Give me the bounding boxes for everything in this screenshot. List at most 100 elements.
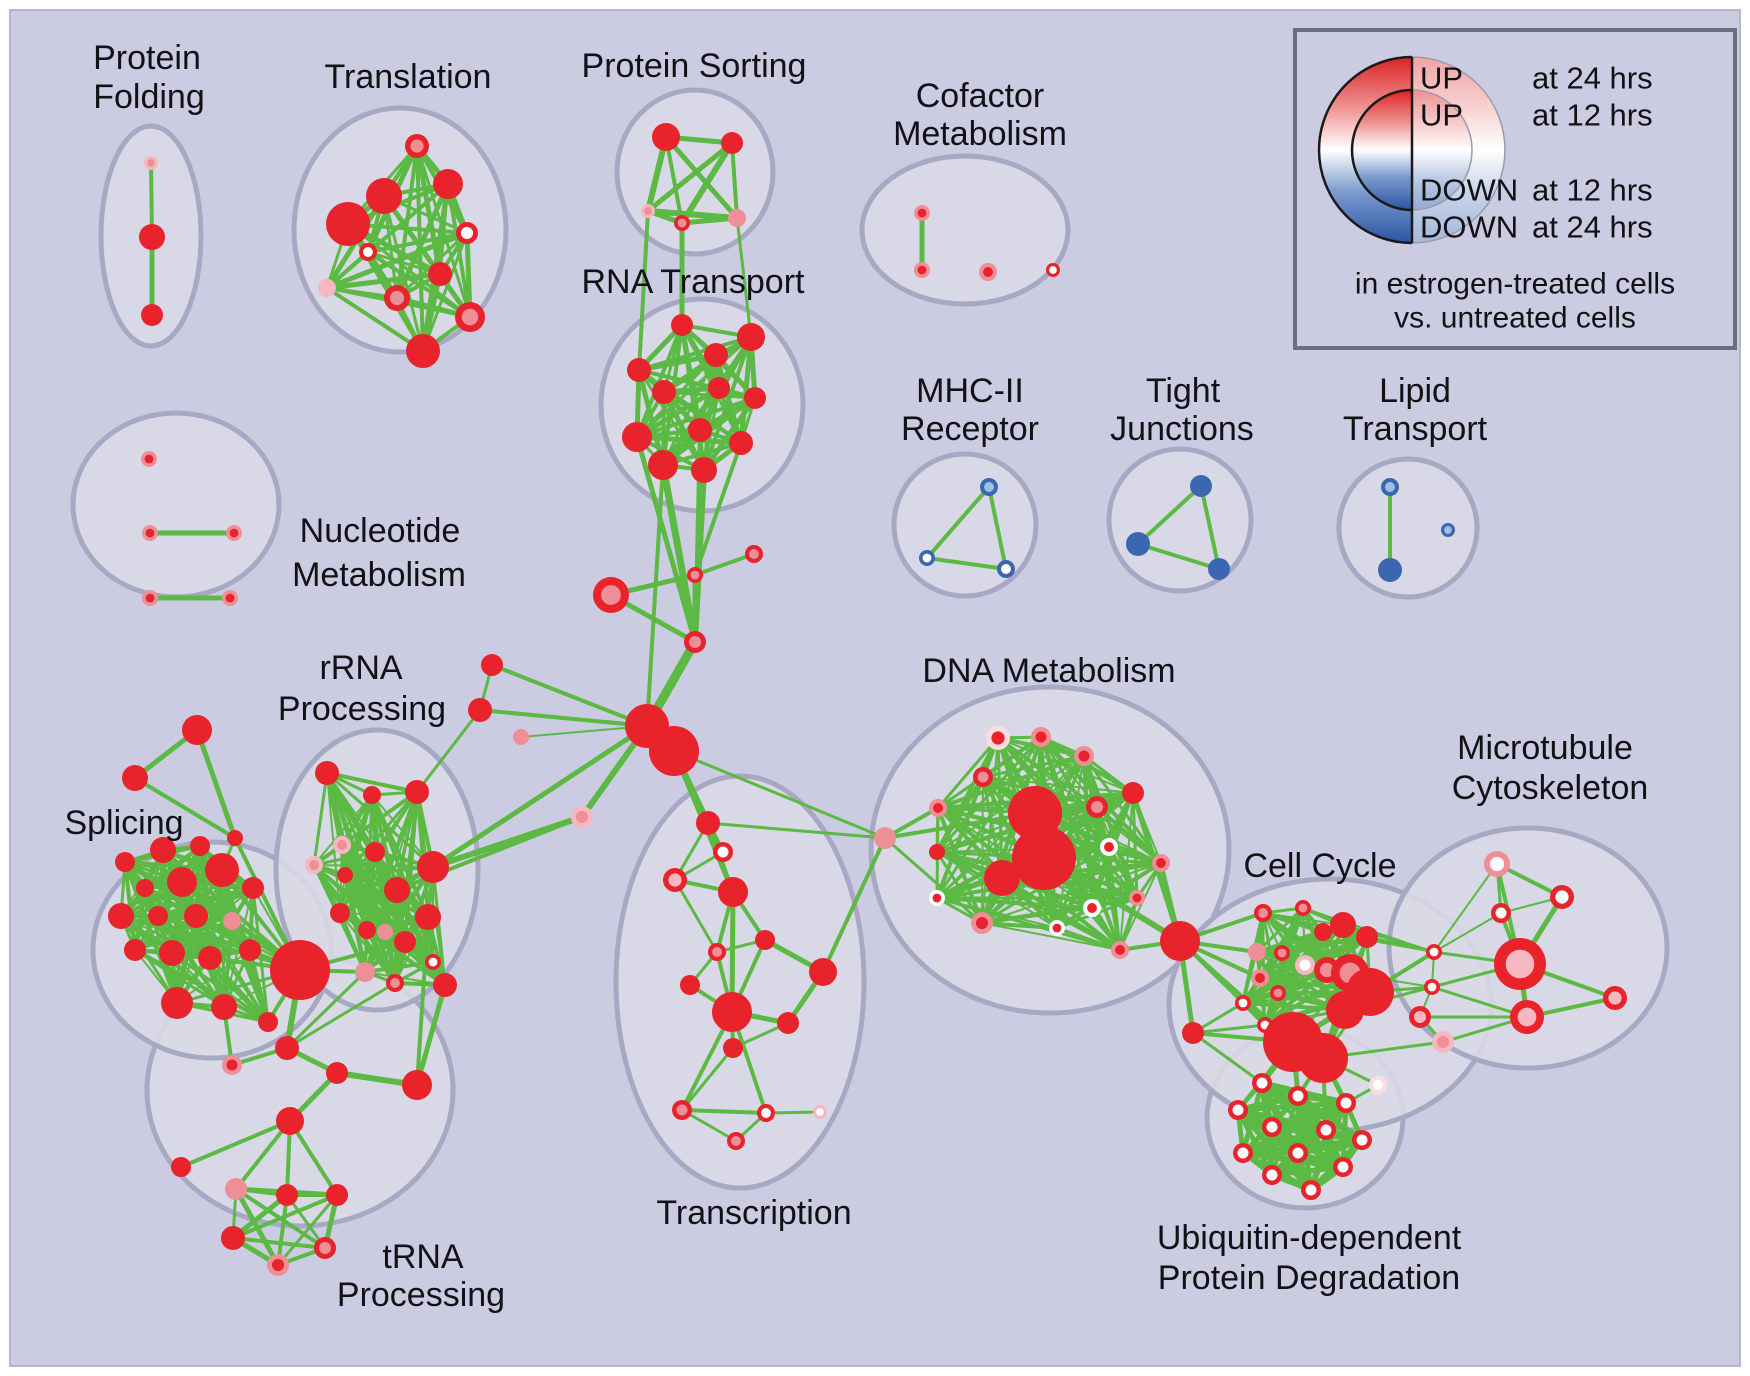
node-j3 — [1208, 558, 1230, 580]
node-rt3 — [627, 358, 651, 382]
node-nm4 — [142, 590, 158, 606]
node-rr10 — [330, 903, 350, 923]
translation-mesh-edge — [366, 231, 469, 254]
dna-mesh-edge — [936, 736, 1000, 810]
node-tr8-inner — [389, 290, 405, 306]
node-tr4 — [326, 202, 370, 246]
node-rr1 — [315, 761, 339, 785]
node-sp15-outer — [239, 939, 261, 961]
node-rr16 — [386, 974, 404, 992]
node-u5-inner — [1266, 1121, 1278, 1133]
node-hub2-outer — [649, 726, 699, 776]
rrna-mesh-edge — [313, 794, 373, 866]
node-c3 — [326, 1062, 348, 1084]
node-tx12-inner — [676, 1104, 688, 1116]
node-sp9-outer — [148, 906, 168, 926]
node-pf2 — [139, 224, 165, 250]
cluster-nucleotide-metabolism-label-0: Nucleotide — [300, 512, 461, 550]
cluster-protein-folding-label-0: Protein — [93, 39, 201, 77]
node-c5 — [276, 1107, 304, 1135]
node-u2 — [1288, 1086, 1308, 1106]
node-mc9 — [1409, 1006, 1431, 1028]
node-h2-outer — [276, 1184, 298, 1206]
edge — [1136, 542, 1221, 571]
node-cc16 — [1326, 991, 1364, 1029]
node-sp18-outer — [161, 987, 193, 1019]
node-c1 — [222, 1055, 242, 1075]
node-sp8 — [108, 903, 134, 929]
legend-outer-outline-right — [1411, 56, 1506, 244]
node-h2 — [276, 1184, 298, 1206]
node-ps3 — [641, 204, 655, 218]
cluster-lipid-transport-label-0: Lipid — [1379, 372, 1451, 410]
node-rr7-outer — [337, 867, 353, 883]
rna-transport-mesh-edge — [636, 352, 719, 373]
rna-transport-mesh-edge — [635, 396, 757, 439]
ubiquitin-mesh-edge — [1269, 1164, 1346, 1178]
node-sp18 — [161, 987, 193, 1019]
node-c4 — [402, 1070, 432, 1100]
node-dn21-outer — [1182, 1022, 1204, 1044]
node-hub2 — [649, 726, 699, 776]
node-mc10-inner — [1436, 1035, 1450, 1049]
node-rt1 — [671, 314, 693, 336]
node-nm2-inner — [145, 528, 155, 538]
node-u11 — [1262, 1165, 1282, 1185]
node-cn2 — [687, 567, 703, 583]
node-dn21 — [1182, 1022, 1204, 1044]
node-l3 — [1441, 523, 1455, 537]
node-rr17 — [425, 954, 441, 970]
legend-inner-outline-right — [1411, 89, 1473, 211]
node-mc4 — [1426, 944, 1442, 960]
node-cc6-outer — [1248, 943, 1266, 961]
node-sp13 — [159, 940, 185, 966]
node-pf1 — [144, 156, 158, 170]
node-rr15-outer — [355, 962, 375, 982]
node-u8 — [1233, 1143, 1253, 1163]
node-cn7 — [468, 698, 492, 722]
edge — [478, 708, 649, 728]
node-tx11-outer — [723, 1038, 743, 1058]
node-dn16 — [971, 912, 993, 934]
node-cc11-inner — [1273, 988, 1283, 998]
nodes — [108, 123, 1627, 1276]
node-dn0-outer — [874, 827, 896, 849]
node-mc5-inner — [1427, 982, 1437, 992]
rna-transport-mesh-edge — [661, 353, 718, 467]
node-c2-outer — [275, 1036, 299, 1060]
translation-mesh-edge — [421, 231, 469, 353]
node-u1-inner — [1256, 1077, 1268, 1089]
node-pf3 — [141, 304, 163, 326]
legend-outer-outline-left — [1317, 55, 1413, 245]
node-t1 — [182, 715, 212, 745]
node-cc8-inner — [1299, 959, 1311, 971]
node-t2-outer — [122, 765, 148, 791]
node-cn3-inner — [688, 635, 702, 649]
node-dn15 — [929, 890, 945, 906]
node-cn8 — [513, 729, 529, 745]
node-mc2 — [1550, 885, 1574, 909]
protein-sorting-mesh-edge — [664, 135, 684, 225]
rrna-mesh-edge — [365, 928, 447, 987]
cluster-mhc-ii-receptor-region — [891, 451, 1039, 599]
dna-mesh-edge — [981, 862, 1162, 924]
edge — [288, 1119, 339, 1197]
edge — [285, 970, 367, 1050]
cluster-ubiquitin-degradation-label-1: Protein Degradation — [1158, 1259, 1460, 1297]
node-rt11-outer — [648, 450, 678, 480]
cluster-tight-junctions-label-1: Junctions — [1110, 410, 1254, 448]
node-dn19 — [1111, 941, 1129, 959]
node-rr8-outer — [417, 851, 449, 883]
node-dn0 — [874, 827, 896, 849]
node-pf3-outer — [141, 304, 163, 326]
node-m3-inner — [1001, 564, 1011, 574]
node-rr5 — [305, 856, 323, 874]
node-tr4-outer — [326, 202, 370, 246]
cluster-mhc-ii-receptor-label-1: Receptor — [901, 410, 1039, 448]
legend-row-3-direction: DOWN — [1420, 210, 1518, 245]
node-tx1 — [696, 811, 720, 835]
node-u6 — [1316, 1120, 1336, 1140]
